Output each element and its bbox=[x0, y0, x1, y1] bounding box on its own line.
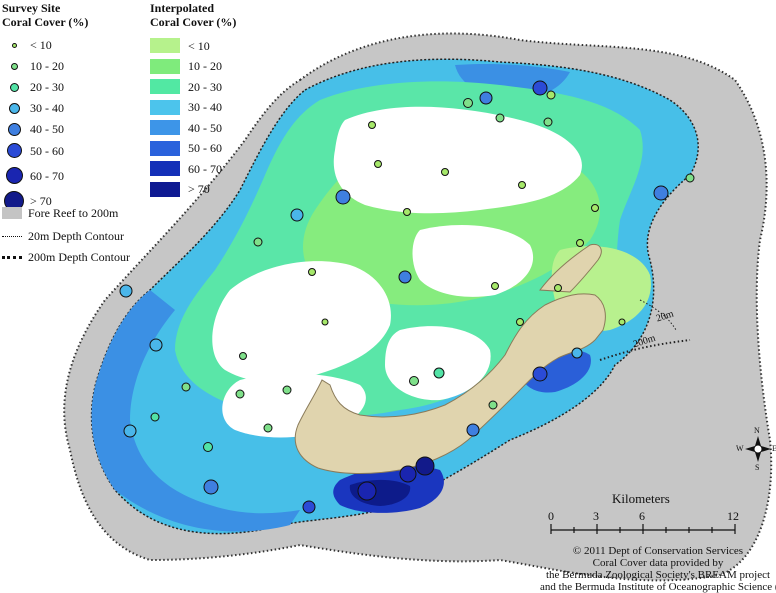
interp-swatch bbox=[150, 58, 180, 74]
scale-tick-6: 6 bbox=[639, 509, 645, 523]
site-legend-label: 30 - 40 bbox=[30, 101, 64, 115]
scale-tick-12: 12 bbox=[727, 509, 739, 523]
interp-legend-label: 20 - 30 bbox=[188, 79, 222, 94]
interp-legend-label: 50 - 60 bbox=[188, 141, 222, 155]
credit-line3: the Bermuda Zoological Society's BREAM p… bbox=[545, 569, 771, 581]
interp-legend-label: < 10 bbox=[188, 38, 210, 53]
contour-200m-line bbox=[599, 339, 691, 361]
site-legend-title-line1: Survey Site bbox=[2, 1, 61, 15]
interp-legend-label: 40 - 50 bbox=[188, 120, 222, 135]
scale-title: Kilometers bbox=[612, 491, 670, 506]
interp-legend-row: 10 - 20 bbox=[150, 58, 222, 74]
interp-legend-row: 60 - 70 bbox=[150, 161, 222, 176]
legend-fore-reef: Fore Reef to 200m bbox=[2, 206, 118, 220]
site-legend-row: 60 - 70 bbox=[2, 167, 64, 184]
credit-line2: Coral Cover data provided by bbox=[592, 557, 724, 569]
fore-reef-swatch bbox=[2, 207, 22, 219]
interp-swatch bbox=[150, 140, 180, 156]
interp-legend-title-line1: Interpolated bbox=[150, 1, 214, 15]
site-symbol-icon bbox=[5, 167, 23, 184]
credit-block: © 2011 Dept of Conservation Services Cor… bbox=[540, 545, 776, 593]
site-legend-label: > 70 bbox=[30, 194, 52, 208]
site-symbol-icon bbox=[6, 143, 22, 158]
site-legend-label: 60 - 70 bbox=[30, 168, 64, 183]
site-legend-row: 10 - 20 bbox=[2, 59, 64, 73]
contour-200-swatch bbox=[2, 255, 22, 259]
site-legend-label: 50 - 60 bbox=[30, 143, 64, 158]
site-legend-label: 20 - 30 bbox=[30, 80, 64, 94]
contour-20-swatch bbox=[2, 235, 22, 237]
credit-line1: © 2011 Dept of Conservation Services bbox=[572, 545, 744, 557]
interp-legend-label: > 70 bbox=[188, 182, 210, 196]
interp-swatch bbox=[150, 38, 180, 53]
site-legend-label: < 10 bbox=[30, 38, 52, 52]
compass-rose-icon bbox=[745, 436, 771, 462]
contour-200-label: 200m Depth Contour bbox=[28, 250, 130, 264]
interp-legend-row: 40 - 50 bbox=[150, 120, 222, 135]
interp-legend-row: 30 - 40 bbox=[150, 99, 222, 115]
interp-legend-row: 20 - 30 bbox=[150, 79, 222, 94]
interp-40-50-zone bbox=[91, 290, 300, 532]
compass-w: W bbox=[736, 444, 744, 453]
contour-20-label: 20m Depth Contour bbox=[28, 229, 124, 243]
fore-reef-label: Fore Reef to 200m bbox=[28, 206, 119, 220]
interp-legend-title-line2: Coral Cover (%) bbox=[150, 15, 237, 29]
interp-swatch bbox=[150, 79, 180, 94]
site-symbol-icon bbox=[9, 82, 19, 92]
interp-legend-label: 10 - 20 bbox=[188, 59, 222, 73]
scale-tick-0: 0 bbox=[548, 509, 554, 523]
legend-contour-20: 20m Depth Contour bbox=[2, 229, 124, 243]
site-legend-row: 40 - 50 bbox=[2, 122, 64, 136]
interp-legend-label: 60 - 70 bbox=[188, 161, 222, 176]
credit-line4: and the Bermuda Institute of Oceanograph… bbox=[540, 581, 776, 593]
site-legend-row: 20 - 30 bbox=[2, 80, 64, 94]
site-legend-row: 50 - 60 bbox=[2, 143, 64, 158]
legend-contour-200: 200m Depth Contour bbox=[2, 250, 130, 264]
scale-bar bbox=[550, 524, 736, 534]
site-symbol-icon bbox=[8, 102, 20, 114]
lagoon-nodata-center bbox=[412, 225, 534, 297]
interp-swatch bbox=[150, 181, 180, 197]
interp-swatch bbox=[150, 161, 180, 176]
interp-legend-row: > 70 bbox=[150, 181, 210, 197]
interp-legend-row: < 10 bbox=[150, 38, 210, 53]
interp-legend-row: 50 - 60 bbox=[150, 140, 222, 156]
interp-swatch bbox=[150, 99, 180, 115]
lagoon-nodata-west bbox=[212, 261, 391, 382]
survey-sites bbox=[119, 80, 695, 514]
site-legend-row: < 10 bbox=[2, 38, 52, 52]
bermuda-east-lobe bbox=[539, 243, 602, 293]
scale-tick-3: 3 bbox=[593, 509, 599, 523]
site-legend-title-line2: Coral Cover (%) bbox=[2, 15, 89, 29]
compass-n: N bbox=[754, 426, 760, 435]
site-symbol-icon bbox=[7, 122, 21, 136]
interp-legend-label: 30 - 40 bbox=[188, 100, 222, 114]
site-legend-label: 10 - 20 bbox=[30, 59, 64, 73]
site-symbol-icon bbox=[10, 62, 18, 70]
site-legend-label: 40 - 50 bbox=[30, 122, 64, 136]
compass-e: E bbox=[772, 444, 776, 453]
site-legend-row: 30 - 40 bbox=[2, 101, 64, 115]
site-symbol-icon bbox=[11, 42, 17, 48]
compass-s: S bbox=[755, 463, 760, 472]
interp-swatch bbox=[150, 120, 180, 135]
